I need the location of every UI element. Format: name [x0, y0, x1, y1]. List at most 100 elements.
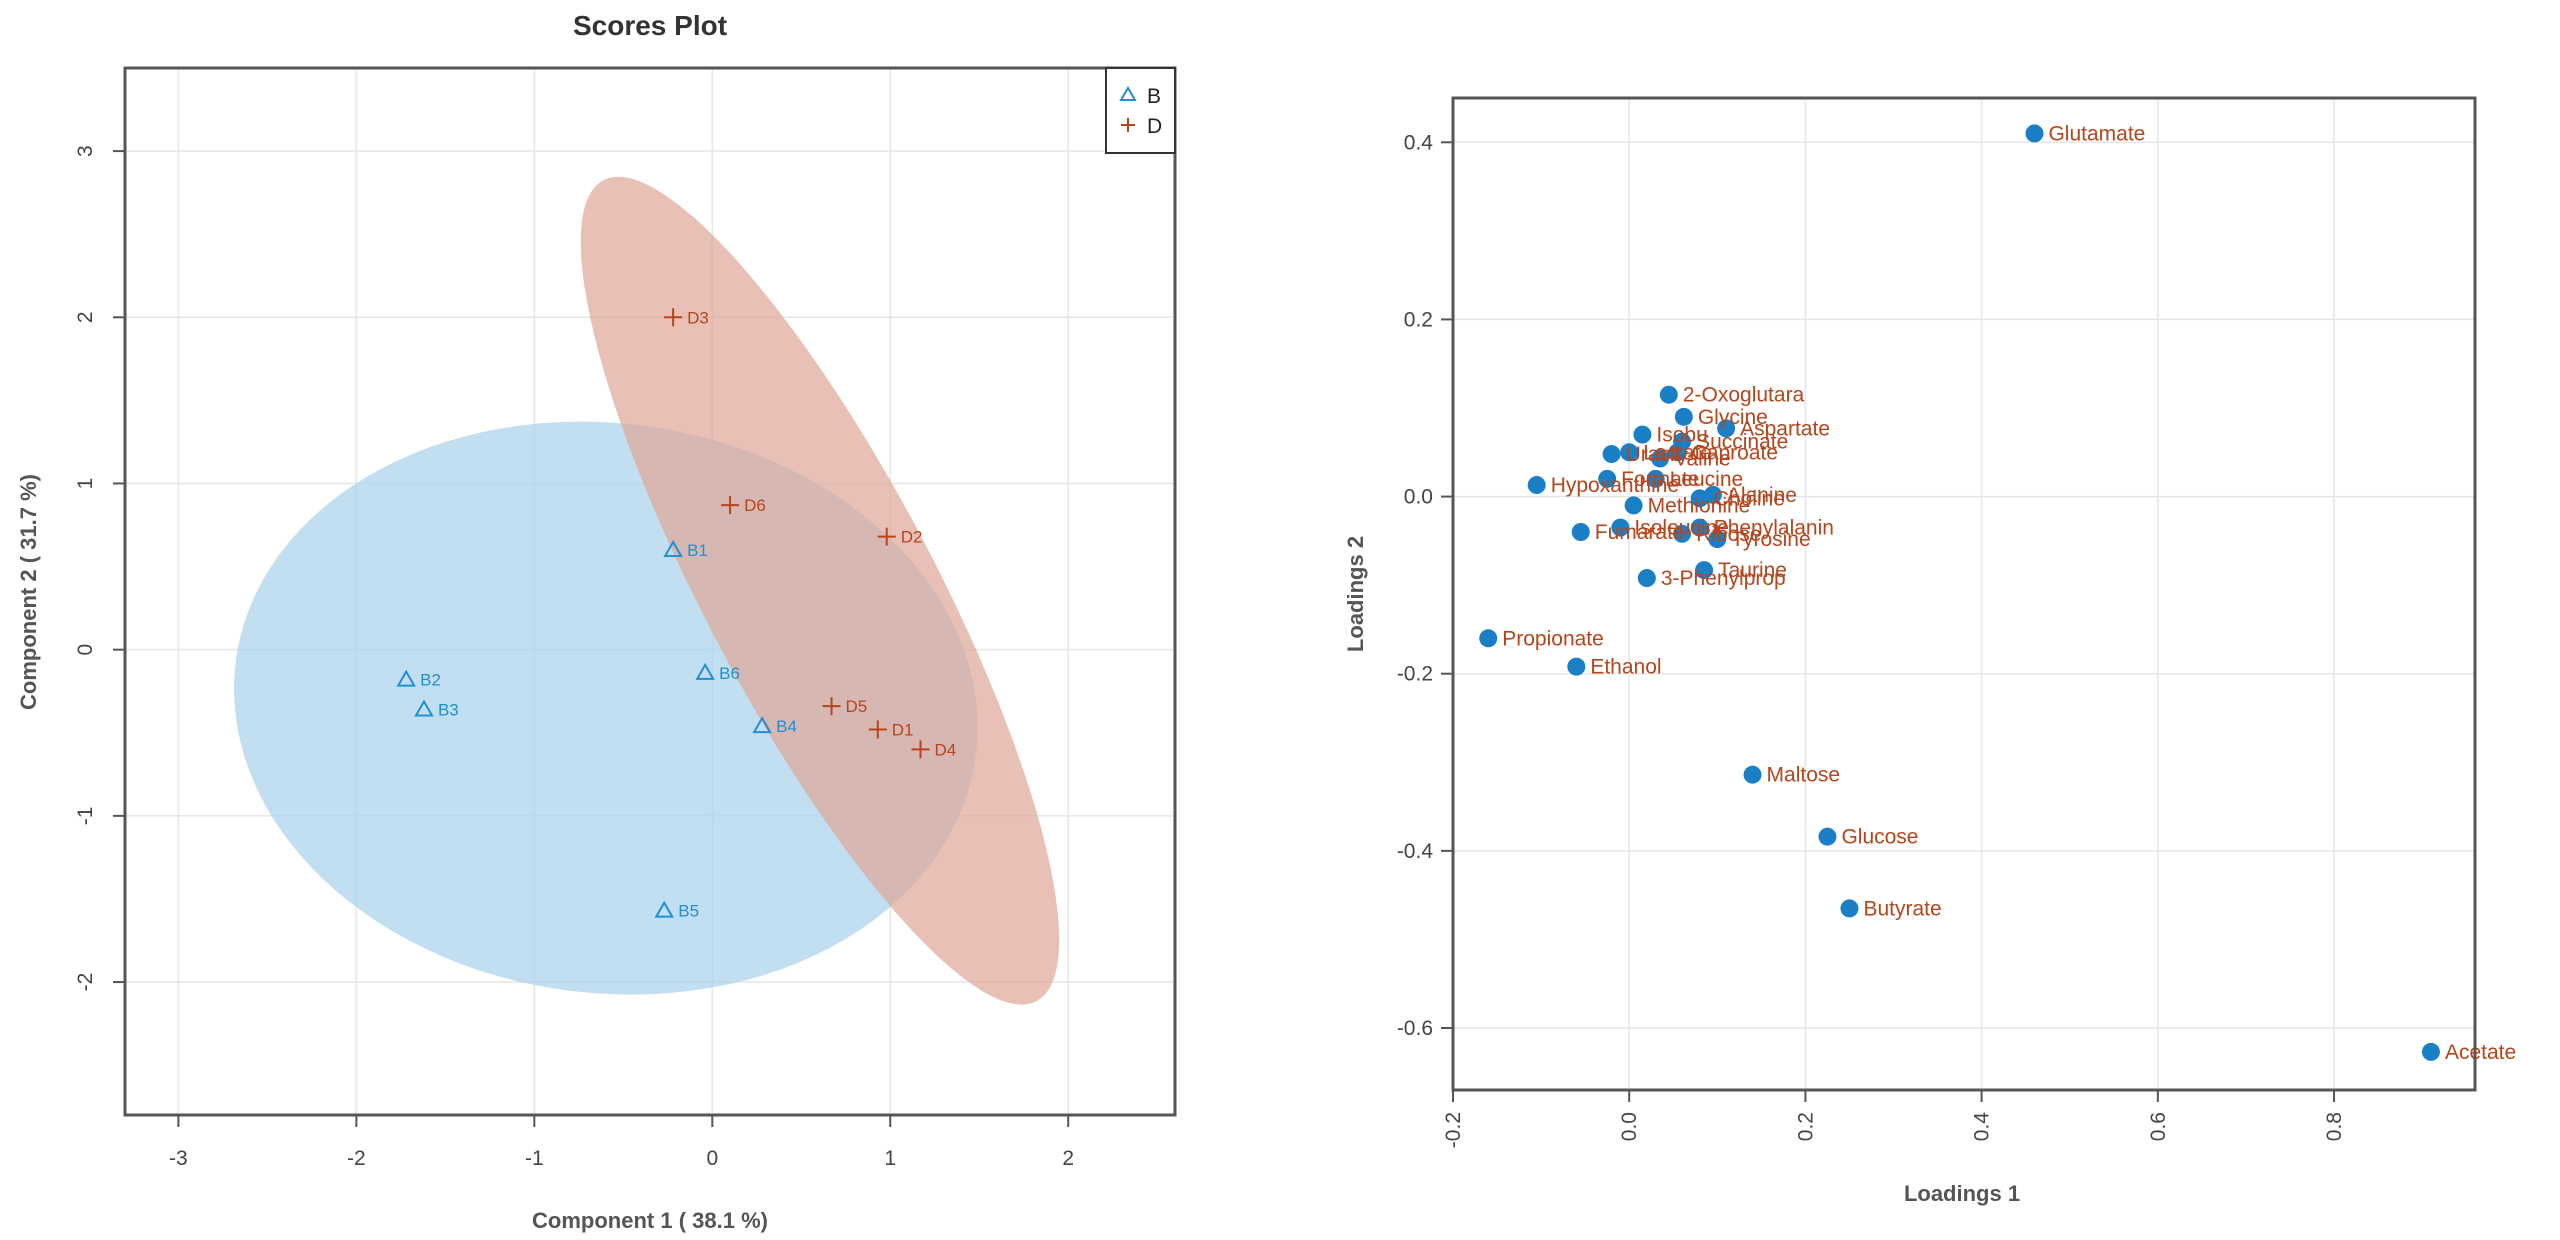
loading-point: [1840, 899, 1859, 918]
loading-point: [1743, 765, 1762, 784]
loading-point-label: Tyrosine: [1731, 528, 1810, 551]
score-point-label: B1: [687, 541, 708, 560]
loading-point: [1620, 443, 1639, 462]
scores-y-tick-label: 0: [74, 644, 97, 656]
loadings-x-tick-label: 0.4: [1971, 1112, 1994, 1142]
loadings-y-ticks: -0.6 -0.4 -0.2 0.0 0.2 0.4: [1397, 131, 1453, 1040]
scores-y-tick-label: 1: [74, 478, 97, 490]
loading-point-label: Uracil: [1626, 443, 1680, 466]
scores-y-tick-label: -2: [74, 973, 97, 992]
score-point-b1: [663, 539, 683, 557]
loading-point: [1571, 523, 1590, 541]
loading-point-label: Lactate: [1643, 441, 1712, 464]
loading-point: [1717, 419, 1736, 438]
scores-plot-frame: [123, 66, 1177, 1117]
score-point-label: D2: [901, 528, 923, 547]
scores-x-tick-label: -2: [347, 1147, 366, 1170]
loading-point: [1611, 518, 1630, 537]
score-point-d1: [868, 720, 887, 739]
score-point-label: B4: [776, 717, 797, 736]
ellipse-group-d: [580, 176, 1060, 1005]
legend-box: [1105, 67, 1176, 154]
loading-point-label: Phenylalanin: [1714, 517, 1834, 540]
loading-point-label: Alanine: [1727, 484, 1797, 507]
loading-point-label: Caproate: [1692, 441, 1778, 464]
loading-point: [1668, 443, 1687, 462]
loading-point: [1598, 469, 1617, 488]
loading-point-label: Glycine: [1698, 406, 1768, 429]
loading-point-label: Butyrate: [1863, 897, 1941, 920]
loadings-x-ticks: -0.2 0.0 0.2 0.4 0.6 0.8: [1442, 1090, 2346, 1148]
loading-point-label: Leucine: [1670, 468, 1744, 491]
score-point-label: D6: [744, 496, 766, 515]
loading-point-label: Acetate: [2445, 1041, 2516, 1064]
loading-point-label: Taurine: [1718, 559, 1787, 582]
loading-point: [2025, 124, 2044, 143]
score-point-b5: [654, 900, 674, 918]
loadings-y-tick-label: -0.4: [1397, 840, 1434, 863]
loadings-y-tick-label: 0.4: [1404, 131, 1434, 154]
score-point-b2: [396, 669, 416, 687]
loading-point-label: Fumarate: [1595, 521, 1685, 544]
scores-y-tick-label: 2: [74, 311, 97, 323]
scores-x-tick-label: -1: [525, 1147, 544, 1170]
loading-point: [1637, 569, 1656, 588]
loading-point: [1602, 445, 1621, 464]
score-point-label: B6: [719, 664, 740, 683]
loadings-x-tick-label: -0.2: [1442, 1112, 1465, 1148]
loading-point-label: 2-Oxoglutara: [1683, 384, 1805, 407]
scores-y-ticks: -2 -1 0 1 2 3: [74, 145, 125, 991]
loading-point-label: Ribose: [1696, 523, 1761, 546]
scores-x-tick-label: 0: [706, 1147, 718, 1170]
loading-point-label: Succinate: [1696, 431, 1788, 454]
score-point-b3: [414, 699, 434, 717]
loading-point: [1567, 657, 1586, 676]
loadings-x-tick-label: 0.6: [2147, 1112, 2170, 1141]
loadings-x-tick-label: 0.2: [1794, 1112, 1817, 1141]
score-point-d4: [911, 740, 930, 759]
score-point-label: B2: [420, 671, 441, 690]
loading-point-label: Ethanol: [1590, 656, 1661, 679]
score-point-label: D4: [935, 740, 957, 759]
loadings-plot-frame: [1451, 96, 2477, 1092]
loading-point: [1674, 407, 1693, 426]
score-point-label: D5: [846, 697, 868, 716]
score-point-d2: [877, 527, 896, 546]
loading-point: [1695, 561, 1714, 580]
legend-d-label: D: [1147, 115, 1162, 138]
scores-x-tick-label: -3: [169, 1147, 188, 1170]
score-point-label: B3: [438, 700, 459, 719]
loading-point-label: Propionate: [1502, 627, 1604, 650]
loadings-y-axis-label: Loadings 2: [1343, 536, 1368, 652]
scores-y-axis-label: Component 2 ( 31.7 %): [16, 474, 41, 710]
loading-point-label: 3-Phenylprop: [1661, 567, 1786, 590]
loading-point: [1818, 827, 1837, 846]
scores-x-ticks: -3 -2 -1 0 1 2: [169, 1115, 1074, 1170]
score-point-d3: [664, 308, 683, 327]
scores-plot-title: Scores Plot: [573, 10, 727, 41]
loadings-x-tick-label: 0.0: [1618, 1112, 1641, 1141]
loading-point-label: Maltose: [1767, 764, 1841, 787]
loadings-y-tick-label: -0.2: [1397, 663, 1433, 686]
loading-point: [1659, 385, 1678, 404]
loadings-x-axis-label: Loadings 1: [1904, 1181, 2020, 1206]
loadings-y-tick-label: 0.0: [1404, 486, 1433, 509]
loading-point-label: Aspartate: [1740, 417, 1830, 440]
loading-point-label: Glucose: [1841, 826, 1918, 849]
score-point-label: D3: [687, 308, 709, 327]
loading-point: [1673, 524, 1692, 543]
score-point-d6: [721, 496, 740, 515]
loading-point-label: Formate: [1621, 468, 1699, 491]
scores-points: B1 B2 B3 B4 B5 B6 D1 D2 D3 D4 D5 D6: [396, 308, 957, 921]
loading-point-label: Isoleucine: [1634, 517, 1729, 540]
loading-point-label: Isobu: [1656, 424, 1707, 447]
loading-point: [1646, 469, 1665, 488]
loadings-grid: [1452, 98, 2475, 1090]
legend-b-marker: [1119, 86, 1137, 101]
loading-point: [1633, 425, 1652, 444]
